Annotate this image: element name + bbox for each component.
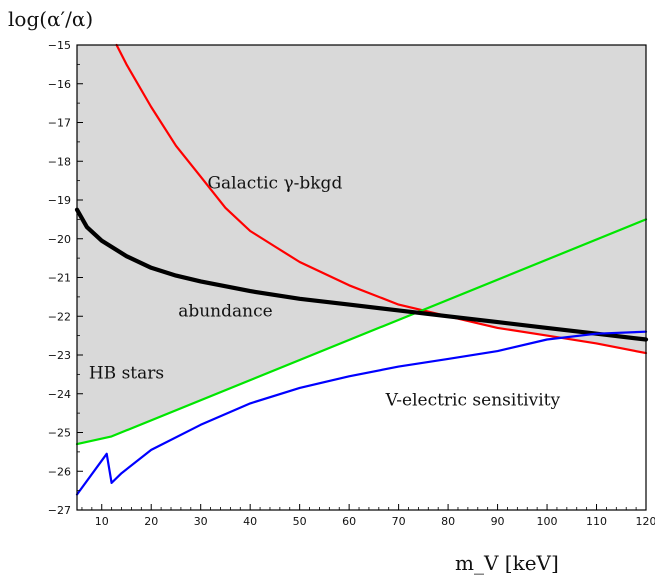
black-curve <box>74 207 649 342</box>
y-tick-label: −25 <box>48 427 71 440</box>
shaded-region <box>77 45 646 445</box>
y-tick-label: −19 <box>48 194 71 207</box>
y-tick-label: −18 <box>48 155 71 168</box>
axes: 10 20 30 40 50 60 70 80 90 100 110 120 −15 −16 −17 −18 −… <box>48 39 655 528</box>
x-tick-label: 60 <box>342 515 356 528</box>
x-axis-title: m_V [keV] <box>455 551 559 575</box>
blue-curve <box>75 330 648 496</box>
annotations: Galactic γ-bkgd abundance HB stars V-electr… <box>89 173 561 410</box>
x-tick-label: 20 <box>144 515 158 528</box>
y-tick-label: −26 <box>48 465 71 478</box>
x-tick-label: 110 <box>586 515 607 528</box>
annotation-label: HB stars <box>89 363 164 383</box>
x-tick-label: 120 <box>636 515 655 528</box>
green-curve <box>75 218 648 446</box>
x-tick-label: 50 <box>293 515 307 528</box>
x-tick-label: 40 <box>243 515 257 528</box>
x-tick-label: 30 <box>194 515 208 528</box>
excluded-region <box>77 45 646 445</box>
series-layer <box>74 43 649 496</box>
y-tick-label: −20 <box>48 233 71 246</box>
y-tick-label: −27 <box>48 504 71 517</box>
x-tick-label: 100 <box>537 515 558 528</box>
y-tick-label: −22 <box>48 310 71 323</box>
x-tick-label: 80 <box>441 515 455 528</box>
y-tick-label: −15 <box>48 39 71 52</box>
annotation-label: abundance <box>178 301 272 321</box>
y-tick-label: −21 <box>48 272 71 285</box>
annotation-label: Galactic γ-bkgd <box>207 173 342 193</box>
x-tick-label: 10 <box>95 515 109 528</box>
y-tick-label: −17 <box>48 117 71 130</box>
red-curve <box>115 43 648 355</box>
x-tick-label: 90 <box>491 515 505 528</box>
annotation-label: V-electric sensitivity <box>385 390 561 410</box>
y-tick-label: −24 <box>48 388 71 401</box>
x-tick-label: 70 <box>392 515 406 528</box>
y-tick-label: −16 <box>48 78 71 91</box>
y-tick-label: −23 <box>48 349 71 362</box>
y-axis-title: log(α′/α) <box>8 7 93 31</box>
